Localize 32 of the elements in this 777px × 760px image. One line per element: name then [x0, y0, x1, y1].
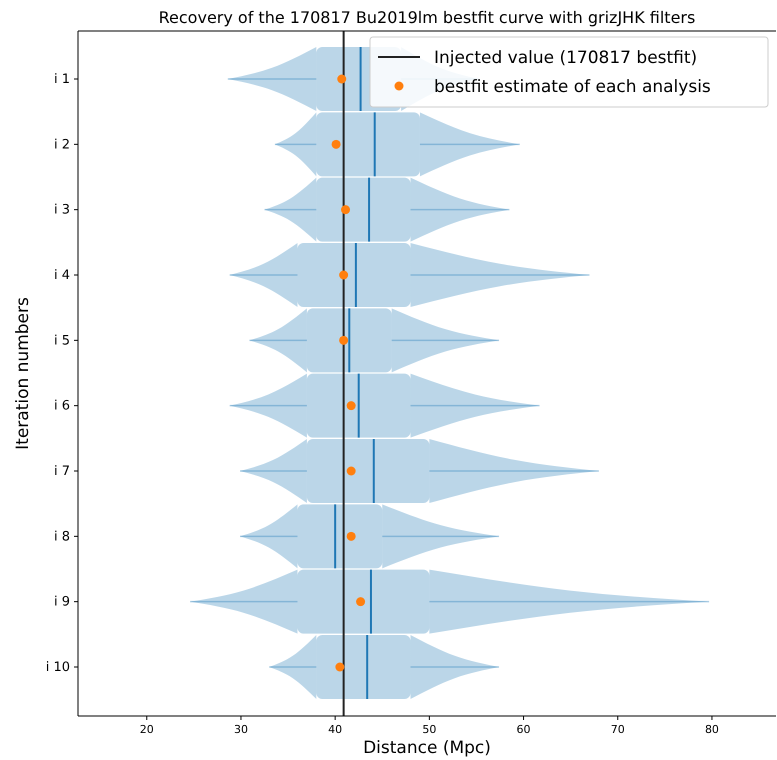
- y-tick-label: i 7: [54, 464, 70, 479]
- x-axis-title: Distance (Mpc): [363, 738, 491, 758]
- x-tick-label: 20: [140, 723, 154, 736]
- point: [341, 205, 350, 214]
- point: [356, 597, 366, 606]
- x-tick-label: 80: [704, 723, 719, 736]
- y-tick-label: i 6: [54, 398, 70, 414]
- legend-label: bestfit estimate of each analysis: [434, 77, 711, 97]
- y-axis-title: Iteration numbers: [13, 297, 33, 450]
- point: [346, 532, 356, 541]
- x-tick-label: 50: [422, 723, 436, 736]
- x-tick-label: 30: [234, 723, 248, 736]
- y-tick-label: i 4: [54, 268, 70, 283]
- point: [339, 270, 348, 280]
- point: [337, 74, 346, 84]
- y-tick-label: i 5: [54, 333, 70, 348]
- y-tick-label: i 9: [54, 594, 70, 610]
- point: [332, 140, 341, 149]
- x-tick-label: 70: [610, 723, 625, 736]
- x-tick-label: 60: [516, 723, 531, 736]
- point: [346, 401, 356, 410]
- ref-line-label: Injected value (170817 bestfit): [434, 48, 698, 68]
- y-tick-label: i 2: [54, 137, 70, 152]
- chart-title: Recovery of the 170817 Bu2019lm bestfit curve with grizJHK filters: [158, 8, 696, 27]
- x-tick-label: 40: [328, 723, 342, 736]
- point: [335, 662, 344, 672]
- point: [339, 336, 348, 345]
- y-tick-label: i 10: [46, 660, 70, 675]
- point: [346, 466, 356, 476]
- y-tick-label: i 1: [54, 72, 70, 87]
- y-tick-label: i 3: [54, 202, 70, 218]
- y-tick-label: i 8: [54, 529, 70, 544]
